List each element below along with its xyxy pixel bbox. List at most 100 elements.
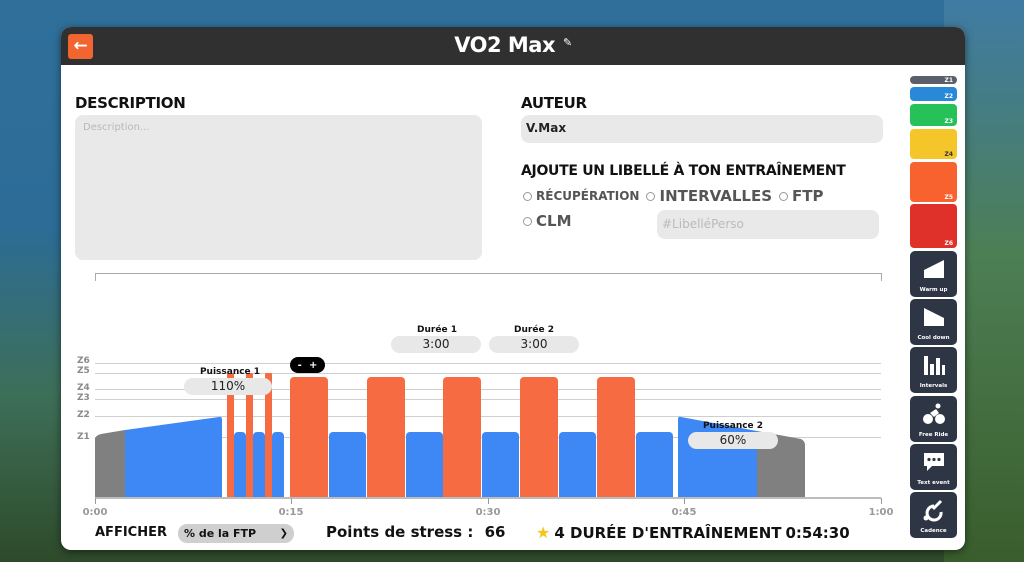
tool-label: Text event <box>917 480 950 486</box>
cooldown-button[interactable]: Cool down <box>910 299 957 345</box>
tool-label: Cool down <box>917 335 950 341</box>
rest-bar-4[interactable] <box>559 432 596 497</box>
zoom-control: - + <box>290 357 325 373</box>
tool-label: Free Ride <box>918 432 949 438</box>
tag-label-recuperation[interactable]: RÉCUPÉRATION <box>536 189 640 203</box>
zone-button-z4[interactable]: Z4 <box>910 129 957 159</box>
zone-button-label: Z3 <box>944 118 953 125</box>
gridline-z2 <box>95 416 881 417</box>
duration1-label: Durée 1 <box>417 325 457 335</box>
workout-editor-window: ← VO2 Max ✎ DESCRIPTION Description... AU… <box>61 27 965 550</box>
edit-icon[interactable]: ✎ <box>563 36 572 49</box>
zone-button-z2[interactable]: Z2 <box>910 87 957 101</box>
interval-bar-2[interactable] <box>367 377 405 497</box>
warmup-icon <box>910 256 957 282</box>
interval-bar-short-1[interactable] <box>227 373 234 497</box>
workout-title[interactable]: VO2 Max ✎ <box>61 33 965 57</box>
radio-recuperation[interactable] <box>523 191 532 201</box>
text-event-button[interactable]: Text event <box>910 444 957 490</box>
author-input[interactable]: V.Max <box>521 115 883 143</box>
zone-button-label: Z2 <box>944 93 953 100</box>
zoom-out-button[interactable]: - <box>297 359 302 371</box>
title-text: VO2 Max <box>454 33 556 57</box>
free-ride-button[interactable]: Free Ride <box>910 396 957 442</box>
stress-points: Points de stress : 66 <box>326 523 505 541</box>
warmup-blue-segment[interactable] <box>125 416 222 497</box>
cadence-button[interactable]: Cadence <box>910 492 957 538</box>
rest-bar-short-2[interactable] <box>253 432 265 497</box>
zone-button-z6[interactable]: Z6 <box>910 204 957 248</box>
gridline-z3 <box>95 399 881 400</box>
workout-chart[interactable]: Z6 Z5 Z4 Z3 Z2 Z1 <box>61 27 901 550</box>
tag-options-row-1: RÉCUPÉRATION INTERVALLES FTP <box>523 187 824 205</box>
warmup-button[interactable]: Warm up <box>910 251 957 297</box>
intervals-button[interactable]: Intervals <box>910 347 957 393</box>
tag-label-clm[interactable]: CLM <box>536 212 572 230</box>
rest-bar-5[interactable] <box>636 432 673 497</box>
interval-bar-4[interactable] <box>520 377 558 497</box>
title-bar: ← VO2 Max ✎ <box>61 27 965 65</box>
stress-label: Points de stress : <box>326 523 474 541</box>
interval-bar-1[interactable] <box>290 377 328 497</box>
duration1-input[interactable]: 3:00 <box>391 336 481 353</box>
intervals-icon <box>910 352 957 378</box>
power2-value: 60% <box>719 433 747 447</box>
tick-0 <box>95 498 96 504</box>
custom-tag-input[interactable]: #LibelléPerso <box>657 210 879 239</box>
tag-options-row-2: CLM <box>523 212 572 230</box>
interval-bar-short-3[interactable] <box>265 373 272 497</box>
stress-value: 66 <box>484 523 506 541</box>
zone-button-label: Z5 <box>944 194 953 201</box>
interval-bar-short-2[interactable] <box>246 373 253 497</box>
back-button[interactable]: ← <box>68 34 93 59</box>
interval-bar-5[interactable] <box>597 377 635 497</box>
tag-label-ftp[interactable]: FTP <box>792 187 824 205</box>
description-placeholder: Description... <box>83 122 150 133</box>
zone-button-z3[interactable]: Z3 <box>910 104 957 126</box>
zone-label-z4: Z4 <box>77 383 90 393</box>
description-heading: DESCRIPTION <box>75 94 186 112</box>
display-mode-value: % de la FTP <box>184 527 257 540</box>
rest-bar-short-1[interactable] <box>234 432 246 497</box>
description-textarea[interactable]: Description... <box>75 115 482 260</box>
zone-label-z6: Z6 <box>77 356 90 366</box>
tool-label: Cadence <box>920 528 947 534</box>
interval-bar-3[interactable] <box>443 377 481 497</box>
duration-value: 0:54:30 <box>785 523 850 542</box>
speech-bubble-icon <box>910 449 957 475</box>
tick-label-15: 0:15 <box>278 507 304 518</box>
zone-button-label: Z1 <box>944 77 953 84</box>
tag-label-intervalles[interactable]: INTERVALLES <box>659 187 773 205</box>
zone-label-z5: Z5 <box>77 366 90 376</box>
zone-button-z1[interactable]: Z1 <box>910 76 957 84</box>
rest-bar-1[interactable] <box>329 432 366 497</box>
zone-button-z5[interactable]: Z5 <box>910 162 957 202</box>
tick-60 <box>881 498 882 504</box>
custom-tag-placeholder: #LibelléPerso <box>662 217 744 231</box>
duration2-input[interactable]: 3:00 <box>489 336 579 353</box>
duration1-value: 3:00 <box>422 337 450 351</box>
star-icon: ★ <box>536 523 551 542</box>
tick-45 <box>684 498 685 504</box>
radio-clm[interactable] <box>523 216 532 226</box>
zone-label-z2: Z2 <box>77 410 90 420</box>
rest-bar-2[interactable] <box>406 432 443 497</box>
zoom-in-button[interactable]: + <box>308 359 318 371</box>
chart-range-bracket <box>95 273 882 281</box>
power2-input[interactable]: 60% <box>688 432 778 449</box>
power1-label: Puissance 1 <box>199 367 261 377</box>
cyclist-icon <box>910 401 957 427</box>
warmup-gray-segment[interactable] <box>95 430 125 497</box>
tool-label: Warm up <box>919 287 948 293</box>
tick-label-30: 0:30 <box>475 507 501 518</box>
rest-bar-short-3[interactable] <box>272 432 284 497</box>
radio-ftp[interactable] <box>779 191 789 201</box>
zone-button-label: Z4 <box>944 151 953 158</box>
power1-input[interactable]: 110% <box>184 378 272 395</box>
tick-label-0: 0:00 <box>82 507 108 518</box>
radio-intervalles[interactable] <box>646 191 656 201</box>
duration2-label: Durée 2 <box>514 325 554 335</box>
display-mode-select[interactable]: % de la FTP ❯ <box>178 524 294 543</box>
chevron-down-icon: ❯ <box>279 528 288 539</box>
rest-bar-3[interactable] <box>482 432 519 497</box>
